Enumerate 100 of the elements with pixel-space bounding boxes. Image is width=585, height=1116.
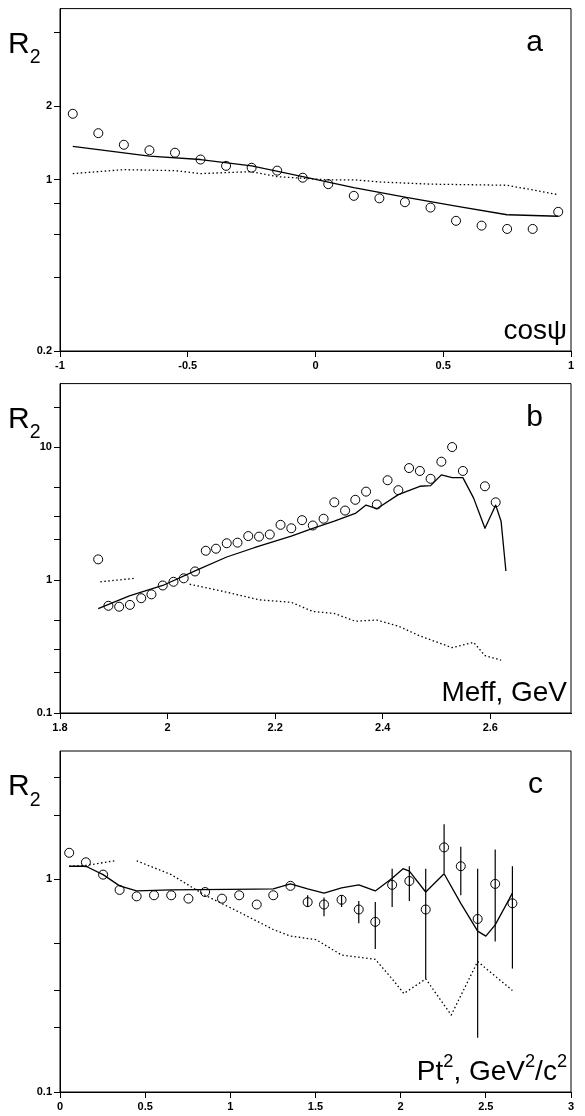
- point: [490, 878, 501, 889]
- point: [490, 497, 501, 508]
- point: [451, 215, 462, 226]
- x-tick-label: 0: [56, 1099, 64, 1112]
- point: [361, 486, 372, 497]
- point: [243, 531, 254, 542]
- point: [370, 916, 381, 927]
- point: [272, 165, 283, 176]
- x-axis-title: Meff, GeV: [441, 676, 568, 707]
- x-tick-label: 1.5: [307, 1099, 324, 1112]
- y-tick-label: 0.1: [36, 706, 52, 719]
- y-tick-label: 2: [45, 99, 52, 112]
- point: [221, 538, 232, 549]
- x-tick-label: 2: [397, 1099, 404, 1112]
- point: [114, 601, 125, 612]
- point: [200, 887, 211, 898]
- point: [268, 890, 279, 901]
- x-tick-label: 2: [164, 720, 171, 733]
- point: [221, 160, 232, 171]
- point: [350, 494, 361, 505]
- x-tick-label: 2.2: [267, 720, 283, 733]
- point: [286, 523, 297, 534]
- point: [124, 599, 135, 610]
- point: [404, 876, 415, 887]
- x-tick-label: 2.5: [478, 1099, 494, 1112]
- y-tick-label: 0.1: [36, 1085, 52, 1098]
- point: [425, 202, 436, 213]
- point: [190, 566, 201, 577]
- point: [254, 531, 265, 542]
- point: [399, 197, 410, 208]
- x-tick-label: 3: [567, 1099, 575, 1112]
- point: [195, 154, 206, 165]
- point: [168, 576, 179, 587]
- point: [371, 499, 382, 510]
- point: [275, 519, 286, 530]
- point: [420, 904, 431, 915]
- point: [246, 162, 257, 173]
- point: [232, 537, 243, 548]
- point: [507, 898, 518, 909]
- point: [336, 894, 347, 905]
- point: [382, 475, 393, 486]
- point: [455, 861, 466, 872]
- point: [67, 108, 78, 119]
- point: [149, 890, 160, 901]
- x-tick-label: -1: [55, 358, 65, 371]
- point: [447, 442, 458, 453]
- point: [425, 473, 436, 484]
- point: [472, 913, 483, 924]
- point: [93, 128, 104, 139]
- point: [166, 890, 177, 901]
- point: [264, 529, 275, 540]
- point: [146, 589, 157, 600]
- point: [348, 190, 359, 201]
- point: [103, 600, 114, 611]
- point: [340, 505, 351, 516]
- point: [353, 904, 364, 915]
- point: [210, 543, 221, 554]
- annotation: a: [526, 23, 544, 57]
- y-tick-label: 1: [45, 573, 52, 586]
- y-tick-label: 1: [45, 172, 52, 185]
- x-tick-label: 1: [227, 1099, 234, 1112]
- point: [502, 223, 513, 234]
- y-tick-label: 10: [39, 440, 52, 453]
- point: [387, 879, 398, 890]
- point: [178, 573, 189, 584]
- point: [234, 890, 245, 901]
- point: [318, 513, 329, 524]
- point: [439, 842, 450, 853]
- x-tick-label: 0.5: [137, 1099, 153, 1112]
- point: [183, 893, 194, 904]
- point: [302, 897, 313, 908]
- x-axis-title: cosψ: [503, 314, 568, 345]
- x-tick-label: 0: [312, 358, 319, 371]
- point: [323, 179, 334, 190]
- point: [307, 520, 318, 531]
- point: [457, 465, 468, 476]
- point: [553, 206, 564, 217]
- x-tick-label: 2.6: [482, 720, 498, 733]
- point: [285, 880, 296, 891]
- point: [200, 545, 211, 556]
- point: [64, 847, 75, 858]
- y-tick-label: 0.2: [36, 344, 52, 357]
- point: [414, 465, 425, 476]
- point: [404, 463, 415, 474]
- annotation: b: [526, 398, 543, 432]
- x-tick-label: 0.5: [435, 358, 451, 371]
- point: [374, 193, 385, 204]
- point: [136, 593, 147, 604]
- point: [297, 515, 308, 526]
- x-tick-label: 1.8: [52, 720, 68, 733]
- point: [476, 220, 487, 231]
- point: [393, 485, 404, 496]
- point: [114, 884, 125, 895]
- point: [169, 147, 180, 158]
- annotation: c: [528, 766, 543, 799]
- point: [436, 456, 447, 467]
- point: [216, 893, 227, 904]
- point: [297, 172, 308, 183]
- point: [319, 899, 330, 910]
- point: [329, 497, 340, 508]
